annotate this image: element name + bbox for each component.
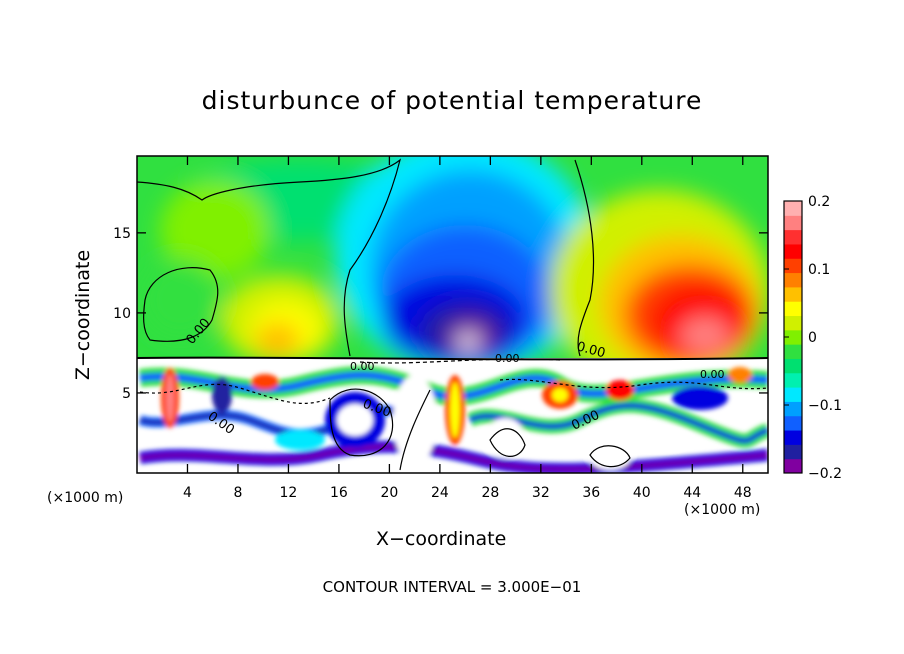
x-tick-label: 8	[233, 485, 242, 501]
colorbar-swatch	[784, 201, 802, 216]
colorbar-swatch	[784, 358, 802, 374]
colorbar-swatch	[784, 229, 802, 245]
colorbar-swatch	[784, 430, 802, 445]
chart-title: disturbunce of potential temperature	[201, 86, 703, 115]
contour-interval-note: CONTOUR INTERVAL = 3.000E−01	[322, 578, 582, 596]
colorbar-swatch	[784, 372, 802, 388]
x-tick-label: 44	[683, 485, 701, 501]
x-unit-label-left: (×1000 m)	[47, 490, 124, 506]
x-tick-label: 28	[481, 485, 499, 501]
colorbar-swatch	[784, 401, 802, 417]
colorbar-tick-label: 0	[808, 330, 817, 346]
x-tick-label: 20	[380, 485, 398, 501]
colorbar-swatch	[784, 258, 802, 274]
x-tick-label: 36	[582, 485, 600, 501]
y-axis-label: Z−coordinate	[72, 249, 94, 381]
colorbar-swatch	[784, 301, 802, 317]
y-tick-label: 15	[113, 226, 131, 242]
colorbar-swatch	[784, 415, 802, 431]
colorbar-swatch	[784, 387, 802, 402]
colorbar-tick-label: −0.2	[808, 466, 842, 482]
x-tick-label: 4	[183, 485, 192, 501]
y-tick-label: 5	[122, 386, 131, 402]
colorbar-swatch	[784, 243, 802, 259]
plot-area: 0.00 0.00 0.00 0.00 0.00 0.00 0.00 0.00	[137, 156, 768, 473]
x-axis-label: X−coordinate	[376, 528, 507, 550]
upper-field	[140, 156, 768, 390]
colorbar-tick-label: −0.1	[808, 398, 842, 414]
colorbar-tick-label: 0.2	[808, 194, 830, 210]
colorbar-swatch	[784, 215, 802, 231]
contour-label: 0.00	[700, 368, 725, 381]
x-tick-label: 16	[330, 485, 348, 501]
colorbar-swatch	[784, 315, 802, 331]
colorbar-tick-label: 0.1	[808, 262, 830, 278]
colorbar-swatch	[784, 344, 802, 359]
contour-label: 0.00	[575, 339, 607, 361]
contour-label: 0.00	[350, 360, 375, 373]
colorbar: 0.2 0.1 0 −0.1 −0.2	[783, 194, 842, 482]
x-axis: 4 8 12 16 20 24 28 32 36 40 44 48	[183, 156, 752, 501]
x-tick-label: 12	[280, 485, 298, 501]
y-axis: 5 10 15	[113, 226, 768, 402]
x-tick-label: 32	[532, 485, 550, 501]
colorbar-swatch	[784, 458, 802, 474]
x-unit-label-right: (×1000 m)	[684, 502, 761, 518]
colorbar-swatch	[784, 272, 802, 288]
x-tick-label: 24	[431, 485, 449, 501]
x-tick-label: 48	[734, 485, 752, 501]
contour-lines	[137, 158, 768, 471]
colorbar-swatch	[784, 286, 802, 302]
plot-frame	[136, 155, 769, 474]
x-tick-label: 40	[633, 485, 651, 501]
colorbar-swatch	[784, 444, 802, 460]
contour-label: 0.00	[495, 352, 520, 365]
y-tick-label: 10	[113, 306, 131, 322]
colorbar-swatch	[784, 329, 802, 345]
